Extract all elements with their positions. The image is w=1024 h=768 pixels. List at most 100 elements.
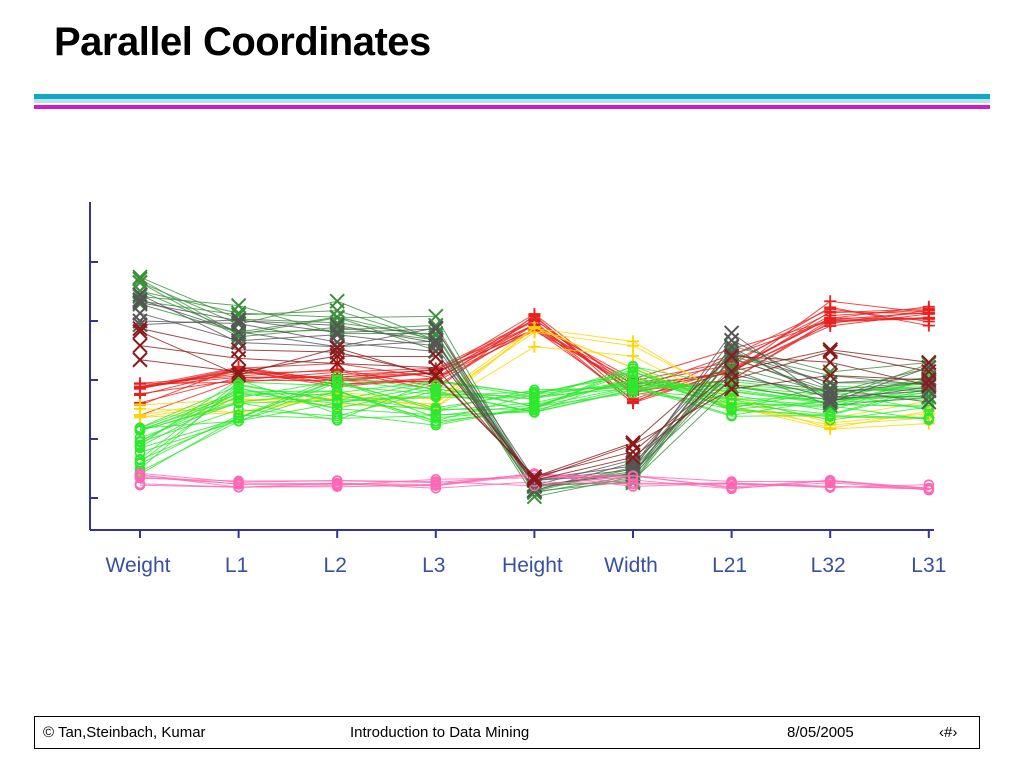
series-5 bbox=[134, 468, 935, 496]
record-point-weight bbox=[134, 435, 146, 447]
record-point-weight bbox=[132, 269, 148, 285]
record-point-weight bbox=[132, 286, 148, 303]
record-point-l3 bbox=[428, 308, 444, 325]
record-point-l31 bbox=[922, 311, 935, 324]
record-line bbox=[139, 472, 929, 489]
record-point-weight bbox=[134, 468, 146, 479]
record-point-l1 bbox=[233, 386, 244, 398]
title-rule-bottom bbox=[34, 105, 990, 109]
record-point-l21 bbox=[726, 381, 737, 392]
record-point-weight bbox=[132, 271, 148, 287]
axis-label-height: Height bbox=[502, 554, 563, 577]
record-point-l32 bbox=[822, 385, 838, 401]
footer-course-title: Introduction to Data Mining bbox=[350, 724, 530, 741]
axis-layer bbox=[89, 202, 934, 538]
record-line bbox=[139, 371, 929, 432]
record-point-width bbox=[627, 381, 639, 393]
record-point-weight bbox=[132, 323, 148, 340]
footer-date: 8/05/2005 bbox=[787, 724, 854, 741]
record-point-l21 bbox=[723, 345, 740, 361]
record-point-l32 bbox=[824, 316, 837, 329]
record-point-width bbox=[627, 370, 639, 382]
record-point-width bbox=[625, 437, 641, 453]
record-point-l32 bbox=[822, 342, 838, 358]
record-point-l1 bbox=[233, 390, 244, 401]
record-point-l1 bbox=[230, 324, 247, 340]
record-point-width bbox=[627, 478, 639, 489]
record-point-width bbox=[627, 366, 639, 378]
series-6 bbox=[132, 320, 937, 489]
record-point-weight bbox=[134, 478, 146, 490]
footer-copyright: © Tan,Steinbach, Kumar bbox=[43, 724, 206, 741]
record-line bbox=[139, 386, 929, 447]
record-point-l3 bbox=[430, 483, 442, 494]
record-point-weight bbox=[134, 411, 146, 424]
record-point-l1 bbox=[230, 342, 247, 358]
slide-footer: © Tan,Steinbach, Kumar Introduction to D… bbox=[34, 716, 980, 749]
record-point-weight bbox=[132, 352, 148, 368]
series-2 bbox=[134, 360, 935, 480]
record-line bbox=[139, 472, 929, 489]
record-point-width bbox=[627, 470, 639, 482]
record-point-l1 bbox=[233, 383, 244, 394]
record-point-weight bbox=[132, 337, 148, 354]
axis-label-width: Width bbox=[604, 554, 658, 577]
record-point-l31 bbox=[923, 482, 935, 494]
record-point-weight bbox=[134, 425, 146, 437]
axis-label-l2: L2 bbox=[324, 554, 347, 577]
footer-page-number: ‹#› bbox=[939, 724, 958, 741]
record-line bbox=[139, 383, 929, 442]
record-point-l32 bbox=[822, 367, 838, 384]
title-rule-top bbox=[34, 94, 990, 99]
record-point-l21 bbox=[723, 381, 740, 397]
record-point-l3 bbox=[430, 418, 442, 429]
record-point-l2 bbox=[329, 317, 345, 334]
record-point-l31 bbox=[923, 479, 935, 490]
record-point-l31 bbox=[921, 354, 937, 371]
record-point-l3 bbox=[430, 479, 442, 491]
record-point-weight bbox=[132, 291, 148, 308]
axis-label-l21: L21 bbox=[712, 554, 747, 577]
record-point-l32 bbox=[822, 389, 838, 405]
record-point-l21 bbox=[723, 350, 740, 366]
record-point-l1 bbox=[230, 367, 247, 383]
parallel-coordinates-chart: Weight L1 L2 L3 Height Width L21 L32 L31 bbox=[89, 202, 947, 577]
record-point-l2 bbox=[329, 302, 345, 319]
record-point-l32 bbox=[824, 476, 836, 487]
record-point-width bbox=[627, 474, 639, 486]
record-point-l1 bbox=[233, 481, 244, 493]
title-rule-middle bbox=[34, 99, 990, 103]
record-point-l2 bbox=[331, 403, 343, 415]
record-point-height bbox=[528, 340, 541, 353]
record-point-l31 bbox=[921, 394, 937, 410]
record-point-l2 bbox=[331, 415, 343, 426]
record-point-weight bbox=[134, 382, 146, 395]
record-point-width bbox=[627, 349, 639, 362]
record-point-l31 bbox=[923, 412, 935, 423]
record-point-l2 bbox=[329, 355, 345, 372]
record-point-l2 bbox=[331, 370, 343, 382]
record-point-l21 bbox=[723, 363, 740, 379]
axis-label-l31: L31 bbox=[911, 554, 946, 577]
record-point-l3 bbox=[430, 476, 442, 487]
record-point-l21 bbox=[726, 478, 737, 490]
record-point-l3 bbox=[430, 391, 442, 403]
series-2-record-16 bbox=[134, 361, 935, 480]
record-point-l2 bbox=[329, 344, 345, 360]
axis-label-l1: L1 bbox=[225, 554, 248, 577]
record-point-l32 bbox=[824, 410, 836, 421]
record-point-l1 bbox=[230, 312, 247, 328]
slide-title: Parallel Coordinates bbox=[54, 20, 431, 64]
record-point-height bbox=[529, 401, 540, 412]
record-point-l3 bbox=[430, 402, 442, 413]
record-point-width bbox=[627, 384, 639, 395]
record-point-width bbox=[627, 339, 639, 352]
record-point-l2 bbox=[331, 475, 343, 486]
record-point-l31 bbox=[921, 377, 937, 394]
record-point-l1 bbox=[233, 415, 244, 427]
record-point-height bbox=[529, 387, 540, 399]
axis-label-layer: Weight L1 L2 L3 Height Width L21 L32 L31 bbox=[106, 554, 947, 577]
record-point-l21 bbox=[726, 410, 737, 422]
record-point-l3 bbox=[428, 348, 444, 365]
data-layer bbox=[132, 269, 937, 505]
